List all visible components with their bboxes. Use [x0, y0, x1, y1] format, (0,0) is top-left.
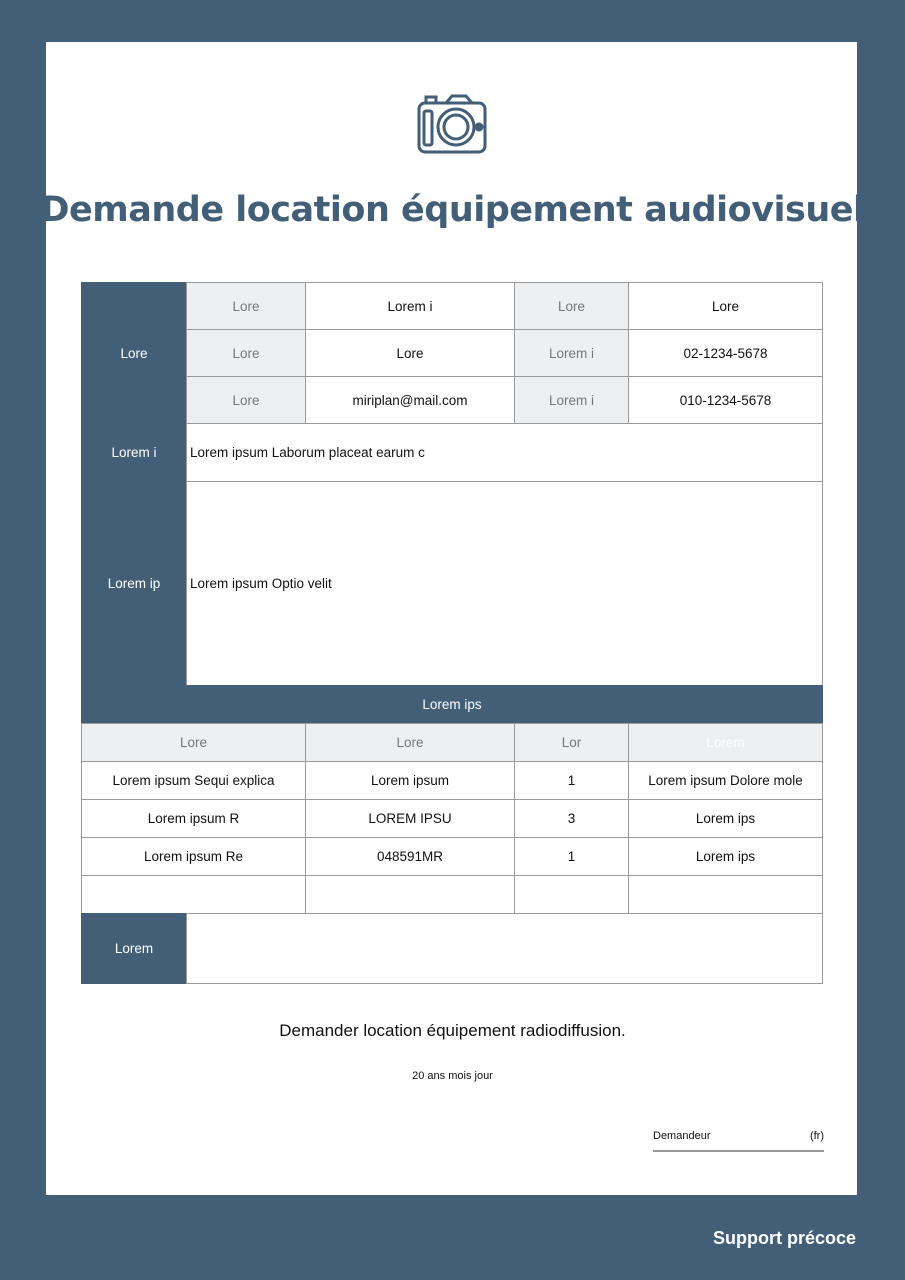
- request-statement: Demander location équipement radiodiffus…: [279, 1021, 626, 1040]
- table-cell[interactable]: 1: [514, 761, 629, 800]
- field-label: Lorem ip: [81, 481, 187, 686]
- date-line: 20 ans mois jour: [412, 1070, 493, 1082]
- field-label: Lorem i: [514, 329, 629, 377]
- camera-icon: [417, 94, 487, 154]
- signature-line[interactable]: Demandeur (fr): [653, 1130, 824, 1152]
- table-cell[interactable]: [514, 875, 629, 914]
- table-cell[interactable]: [81, 875, 306, 914]
- field-value[interactable]: miriplan@mail.com: [305, 376, 515, 424]
- field-label: Lore: [186, 282, 306, 330]
- table-cell[interactable]: [305, 875, 515, 914]
- field-label: Lorem i: [81, 423, 187, 482]
- table-cell[interactable]: Lorem ipsum R: [81, 799, 306, 838]
- table-cell[interactable]: 1: [514, 837, 629, 876]
- column-header: Lore: [305, 723, 515, 762]
- field-value[interactable]: 02-1234-5678: [628, 329, 823, 377]
- field-value[interactable]: Lorem ipsum Optio velit: [186, 481, 823, 686]
- brand-name: Support précoce: [712, 1228, 856, 1248]
- field-value[interactable]: Lorem ipsum Laborum placeat earum c: [186, 423, 823, 482]
- field-value[interactable]: Lore: [628, 282, 823, 330]
- field-label: Lore: [514, 282, 629, 330]
- field-label: Lore: [186, 376, 306, 424]
- field-value[interactable]: 010-1234-5678: [628, 376, 823, 424]
- table-cell[interactable]: Lorem ips: [628, 799, 823, 838]
- equipment-section-header: Lorem ips: [81, 685, 823, 724]
- notes-label: Lorem: [81, 913, 187, 984]
- table-cell[interactable]: 048591MR: [305, 837, 515, 876]
- table-cell[interactable]: Lorem ipsum Sequi explica: [81, 761, 306, 800]
- signer-label: Demandeur: [653, 1130, 711, 1142]
- field-label: Lorem i: [514, 376, 629, 424]
- table-cell[interactable]: 3: [514, 799, 629, 838]
- table-cell[interactable]: Lorem ipsum: [305, 761, 515, 800]
- table-cell[interactable]: Lorem ips: [628, 837, 823, 876]
- sign-mark: (fr): [809, 1130, 824, 1142]
- table-cell[interactable]: LOREM IPSU: [305, 799, 515, 838]
- notes-value[interactable]: [186, 913, 823, 984]
- column-header: Lor: [514, 723, 629, 762]
- table-cell[interactable]: Lorem ipsum Re: [81, 837, 306, 876]
- field-label: Lore: [186, 329, 306, 377]
- field-value[interactable]: Lorem i: [305, 282, 515, 330]
- table-cell[interactable]: Lorem ipsum Dolore mole: [628, 761, 823, 800]
- page-title: Demande location équipement audiovisuel: [40, 190, 865, 230]
- column-header: Lore: [81, 723, 306, 762]
- field-value[interactable]: Lore: [305, 329, 515, 377]
- table-cell[interactable]: [628, 875, 823, 914]
- section-label: Lore: [81, 282, 187, 424]
- column-header: Lorem: [628, 723, 823, 762]
